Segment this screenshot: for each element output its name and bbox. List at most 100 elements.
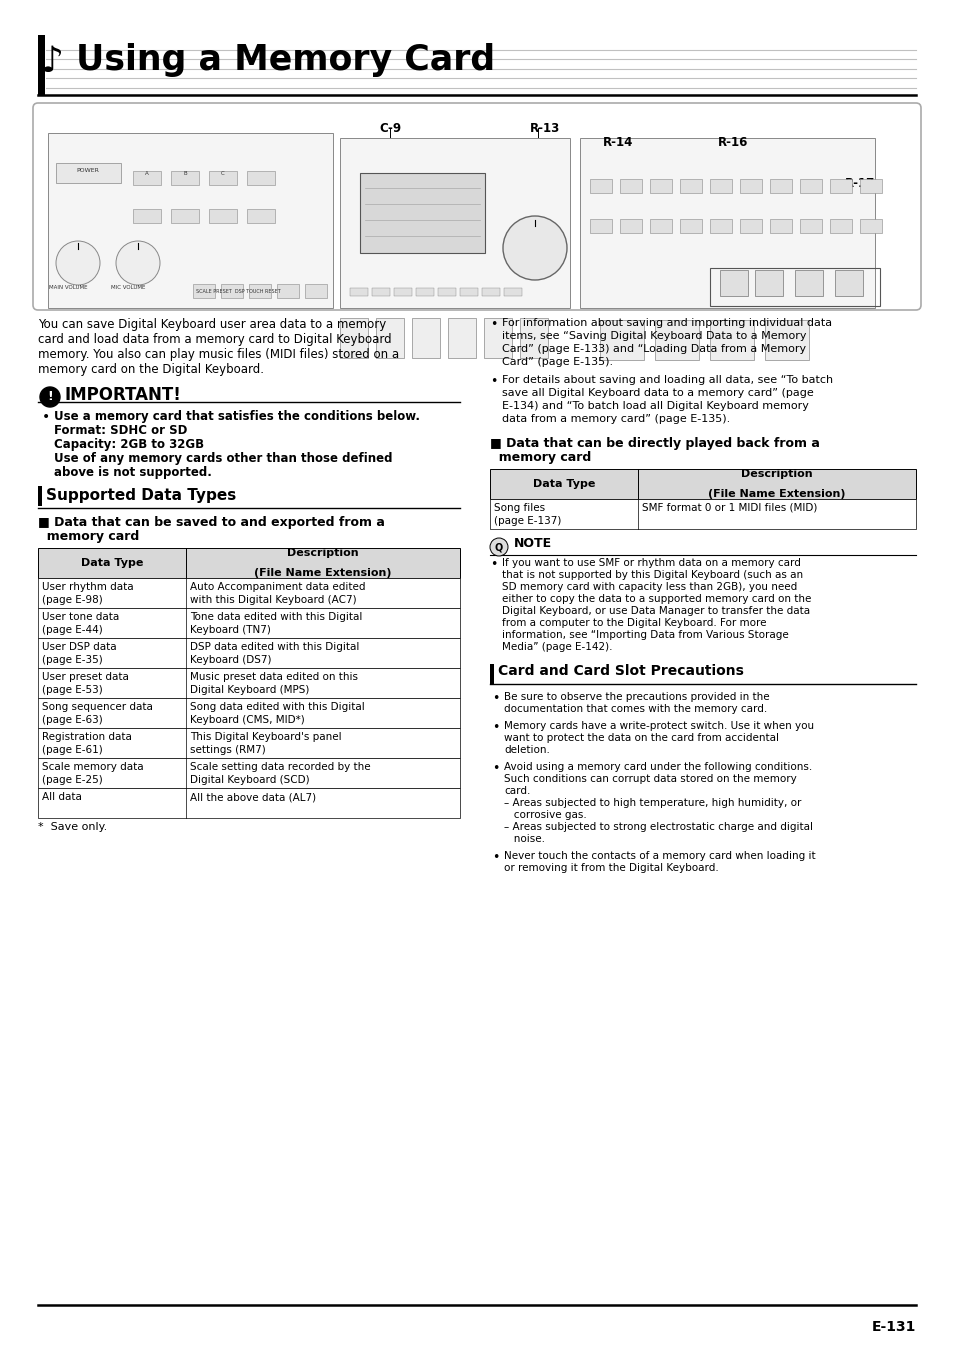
Bar <box>754 270 782 297</box>
Text: ■ Data that can be directly played back from a: ■ Data that can be directly played back … <box>490 437 819 450</box>
Bar <box>829 218 851 233</box>
Bar <box>769 218 791 233</box>
Text: User preset data: User preset data <box>42 673 129 682</box>
Bar <box>649 218 671 233</box>
Text: Card and Card Slot Precautions: Card and Card Slot Precautions <box>497 665 743 678</box>
Text: User DSP data: User DSP data <box>42 642 116 652</box>
Text: Use of any memory cards other than those defined: Use of any memory cards other than those… <box>54 452 392 465</box>
Text: want to protect the data on the card from accidental: want to protect the data on the card fro… <box>503 733 779 743</box>
Circle shape <box>490 538 507 555</box>
Text: deletion.: deletion. <box>503 745 549 755</box>
Text: User tone data: User tone data <box>42 612 119 621</box>
Text: settings (RM7): settings (RM7) <box>190 745 266 755</box>
Text: Registration data: Registration data <box>42 732 132 741</box>
Text: ♪: ♪ <box>41 44 64 80</box>
Text: (page E-98): (page E-98) <box>42 594 103 605</box>
Text: memory card on the Digital Keyboard.: memory card on the Digital Keyboard. <box>38 363 264 376</box>
Text: E-134) and “To batch load all Digital Keyboard memory: E-134) and “To batch load all Digital Ke… <box>501 400 808 411</box>
Bar <box>339 318 368 359</box>
Text: (page E-63): (page E-63) <box>42 714 103 725</box>
Text: *  Save only.: * Save only. <box>38 822 107 832</box>
Bar <box>448 318 476 359</box>
Text: items, see “Saving Digital Keyboard Data to a Memory: items, see “Saving Digital Keyboard Data… <box>501 332 805 341</box>
Bar <box>709 179 731 193</box>
Bar <box>48 133 333 307</box>
Text: Description: Description <box>287 549 358 558</box>
Text: card and load data from a memory card to Digital Keyboard: card and load data from a memory card to… <box>38 333 392 346</box>
Bar <box>679 179 701 193</box>
Bar <box>720 270 747 297</box>
Text: (page E-44): (page E-44) <box>42 625 103 635</box>
Text: (page E-35): (page E-35) <box>42 655 103 665</box>
Bar <box>38 728 459 758</box>
Bar <box>481 288 499 297</box>
Text: (page E-137): (page E-137) <box>494 516 560 526</box>
Text: Card” (page E-133) and “Loading Data from a Memory: Card” (page E-133) and “Loading Data fro… <box>501 344 805 355</box>
Bar <box>800 179 821 193</box>
Text: C-9: C-9 <box>378 123 400 135</box>
Text: Keyboard (CMS, MID*): Keyboard (CMS, MID*) <box>190 714 304 725</box>
Text: Memory cards have a write-protect switch. Use it when you: Memory cards have a write-protect switch… <box>503 721 813 731</box>
Text: •: • <box>490 375 497 388</box>
Text: above is not supported.: above is not supported. <box>54 466 212 479</box>
Text: Be sure to observe the precautions provided in the: Be sure to observe the precautions provi… <box>503 692 769 702</box>
Text: DSP data edited with this Digital: DSP data edited with this Digital <box>190 642 359 652</box>
Text: Never touch the contacts of a memory card when loading it: Never touch the contacts of a memory car… <box>503 851 815 861</box>
Text: Q: Q <box>495 542 502 551</box>
Text: MAIN VOLUME: MAIN VOLUME <box>49 284 87 290</box>
Bar <box>132 171 161 185</box>
Circle shape <box>40 387 60 407</box>
Bar <box>249 284 271 298</box>
Text: with this Digital Keyboard (AC7): with this Digital Keyboard (AC7) <box>190 594 356 605</box>
Bar <box>171 171 199 185</box>
Text: Description: Description <box>740 469 812 479</box>
Text: This Digital Keyboard's panel: This Digital Keyboard's panel <box>190 732 341 741</box>
Text: B: B <box>183 171 187 177</box>
Circle shape <box>502 216 566 280</box>
Text: – Areas subjected to high temperature, high humidity, or: – Areas subjected to high temperature, h… <box>503 798 801 807</box>
Bar <box>619 179 641 193</box>
Text: Song sequencer data: Song sequencer data <box>42 702 152 712</box>
Text: Use a memory card that satisfies the conditions below.: Use a memory card that satisfies the con… <box>54 410 419 423</box>
Text: !: ! <box>47 391 52 403</box>
Text: IMPORTANT!: IMPORTANT! <box>64 386 181 404</box>
Text: E-131: E-131 <box>871 1320 915 1335</box>
Bar <box>38 638 459 669</box>
Bar <box>599 319 643 360</box>
Bar <box>519 318 547 359</box>
Text: Data Type: Data Type <box>81 558 143 568</box>
Bar <box>372 288 390 297</box>
Text: (page E-25): (page E-25) <box>42 775 103 785</box>
Bar <box>794 270 822 297</box>
Text: either to copy the data to a supported memory card on the: either to copy the data to a supported m… <box>501 594 810 604</box>
Text: SMF format 0 or 1 MIDI files (MID): SMF format 0 or 1 MIDI files (MID) <box>641 503 817 514</box>
Bar <box>800 218 821 233</box>
Bar <box>247 209 274 222</box>
Bar <box>829 179 851 193</box>
Bar <box>764 319 808 360</box>
Text: – Areas subjected to strong electrostatic charge and digital: – Areas subjected to strong electrostati… <box>503 822 812 832</box>
Text: SD memory card with capacity less than 2GB), you need: SD memory card with capacity less than 2… <box>501 582 797 592</box>
Bar <box>483 318 512 359</box>
Circle shape <box>116 241 160 284</box>
Bar <box>171 209 199 222</box>
Bar <box>209 171 236 185</box>
Text: ■ Data that can be saved to and exported from a: ■ Data that can be saved to and exported… <box>38 516 384 528</box>
Text: Data Type: Data Type <box>533 479 595 489</box>
Text: POWER: POWER <box>76 168 99 173</box>
Bar <box>859 179 882 193</box>
Text: For details about saving and loading all data, see “To batch: For details about saving and loading all… <box>501 375 832 386</box>
Bar <box>209 209 236 222</box>
Bar <box>38 698 459 728</box>
Bar <box>709 218 731 233</box>
Bar <box>350 288 368 297</box>
Text: Format: SDHC or SD: Format: SDHC or SD <box>54 425 187 437</box>
Bar <box>193 284 214 298</box>
Text: Digital Keyboard, or use Data Manager to transfer the data: Digital Keyboard, or use Data Manager to… <box>501 607 809 616</box>
Text: •: • <box>492 721 498 735</box>
Bar <box>416 288 434 297</box>
Bar <box>38 669 459 698</box>
Bar <box>679 218 701 233</box>
Bar <box>490 499 915 528</box>
Bar <box>38 35 45 94</box>
